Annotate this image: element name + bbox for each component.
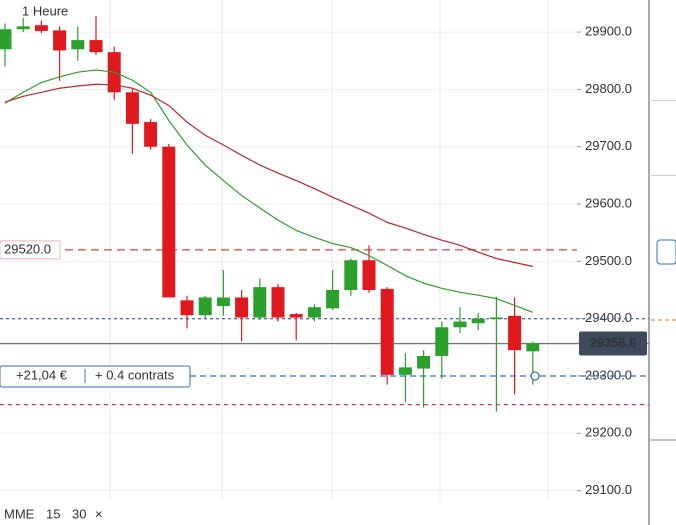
candle-body	[125, 92, 139, 124]
candle-body	[362, 260, 376, 291]
candle-body	[435, 327, 449, 356]
price-tag-label: 29356.6	[590, 335, 637, 350]
candle-body	[89, 40, 103, 53]
candle-body	[508, 315, 522, 351]
candle-body	[398, 367, 412, 375]
y-tick-label: 29100.0	[585, 482, 632, 497]
candle-body	[289, 314, 303, 318]
candle-body	[417, 355, 431, 369]
y-tick-label: 29300.0	[585, 367, 632, 382]
candle-body	[526, 343, 540, 352]
y-tick-label: 29400.0	[585, 310, 632, 325]
legend-entry: 30	[72, 506, 86, 521]
y-tick-label: 29200.0	[585, 425, 632, 440]
y-tick-label: 29500.0	[585, 253, 632, 268]
legend-close[interactable]: ×	[95, 506, 103, 521]
y-tick-label: 29700.0	[585, 138, 632, 153]
candle-body	[0, 29, 12, 50]
candle-body	[326, 290, 340, 309]
candle-body	[198, 297, 212, 316]
alert-label-box	[0, 240, 61, 260]
moving-average	[4, 69, 534, 313]
legend-bg	[0, 505, 115, 525]
y-tick-label: 29900.0	[585, 24, 632, 39]
side-panel	[651, 100, 676, 441]
candle-body	[453, 321, 467, 328]
candle-body	[71, 40, 85, 50]
moving-average	[4, 83, 533, 268]
candle-body	[489, 317, 503, 320]
position-pnl: +21,04 €	[16, 367, 68, 382]
candle-body	[271, 287, 285, 318]
position-box	[0, 365, 191, 388]
alert-label: 29520.0	[4, 241, 51, 256]
candle-body	[344, 260, 358, 291]
price-tag	[579, 331, 647, 356]
legend-entry: 15	[46, 506, 60, 521]
candle-body	[307, 307, 321, 318]
candle-body	[471, 318, 485, 324]
candle-body	[34, 25, 48, 31]
candle-body	[144, 122, 158, 147]
candle-body	[180, 300, 194, 316]
candle-body	[235, 297, 249, 318]
candle-body	[253, 287, 267, 318]
timeframe-label: 1 Heure	[22, 3, 68, 18]
y-tick-label: 29600.0	[585, 195, 632, 210]
legend-title: MME	[4, 506, 35, 521]
candle-body	[380, 288, 394, 375]
position-size: + 0.4 contrats	[95, 367, 175, 382]
candle-body	[216, 297, 230, 307]
candle-body	[53, 30, 67, 51]
candle-body	[162, 146, 176, 298]
candle-body	[16, 26, 30, 30]
y-tick-label: 29800.0	[585, 81, 632, 96]
position-handle	[530, 371, 540, 381]
